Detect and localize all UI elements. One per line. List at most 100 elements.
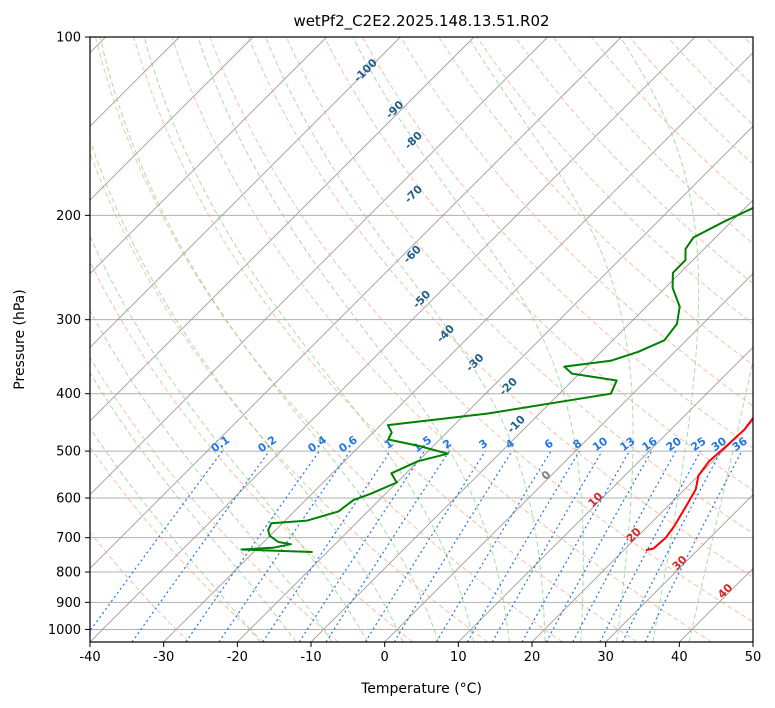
dry-adiabat-line — [285, 37, 753, 535]
moist-adiabat-line — [90, 371, 297, 642]
mixing-ratio-line — [466, 450, 580, 642]
dry-adiabat-line — [247, 37, 753, 578]
dry-adiabat-line — [90, 151, 488, 642]
y-tick-label: 700 — [56, 531, 81, 546]
moist-adiabat-line — [265, 37, 546, 642]
mixing-ratio-line — [572, 450, 677, 642]
dry-adiabat-line — [362, 37, 753, 449]
isotherm-line — [90, 37, 696, 642]
dry-adiabat-line — [90, 260, 414, 642]
mixing-ratio-line — [298, 450, 425, 642]
mixing-ratio-line — [325, 450, 450, 642]
x-tick-label: 0 — [381, 650, 389, 665]
x-tick-label: -20 — [227, 650, 248, 665]
dewpoint-profile-line — [240, 206, 753, 553]
mixing-ratio-line — [599, 450, 702, 642]
y-tick-label: 200 — [56, 209, 81, 224]
dry-adiabat-line — [171, 37, 712, 642]
moist-adiabat-line — [352, 37, 584, 642]
mixing-ratio-line — [90, 450, 223, 632]
mixing-ratio-label: 0.2 — [256, 433, 279, 455]
moist-adiabat-line — [143, 37, 475, 642]
isotherm-line — [237, 125, 753, 642]
mixing-ratio-line — [545, 450, 653, 642]
isotherm-line — [531, 420, 753, 642]
mixing-ratio-line — [185, 450, 320, 642]
moist-adiabat-line — [90, 138, 404, 642]
dry-adiabat-line — [476, 37, 753, 325]
x-tick-label: -10 — [300, 650, 321, 665]
dry-adiabat-label: -60 — [401, 243, 424, 266]
mixing-ratio-label: 0.1 — [209, 433, 232, 455]
mixing-ratio-line — [393, 450, 513, 642]
mixing-ratio-line — [364, 450, 486, 642]
x-axis-ticks: -40 -30 -20 -10 0 10 20 30 40 50 — [79, 642, 761, 665]
mixing-ratio-label: 3 — [477, 437, 491, 452]
y-tick-label: 900 — [56, 596, 81, 611]
isotherm-line — [90, 37, 401, 348]
dry-adiabat-line — [705, 37, 753, 87]
dry-adiabat-label: 20 — [624, 525, 644, 545]
mixing-ratio-line — [131, 450, 270, 642]
temperature-profile-line — [645, 416, 753, 552]
isotherm-line — [90, 37, 548, 496]
mixing-ratio-labels: 0.1 0.2 0.4 0.6 1 1.5 2 3 4 6 8 10 13 16 20 25 30 36 — [209, 433, 750, 455]
dry-adiabat-line — [514, 37, 753, 285]
plot-frame — [89, 36, 754, 643]
y-tick-label: 1000 — [48, 623, 81, 638]
y-tick-label: 800 — [56, 566, 81, 581]
moist-adiabat-line — [90, 309, 333, 642]
x-tick-label: 50 — [745, 650, 762, 665]
moist-adiabat-line — [90, 427, 261, 642]
dry-adiabat-label: -50 — [410, 288, 433, 311]
moist-adiabat-line — [619, 37, 700, 642]
y-axis-ticks: 100 200 300 400 500 600 700 800 900 1000 — [48, 31, 90, 638]
x-tick-label: 40 — [671, 650, 688, 665]
dry-adiabat-line — [90, 356, 339, 642]
mixing-ratio-line — [491, 450, 603, 642]
dry-adiabat-label: -30 — [463, 351, 486, 374]
y-tick-label: 400 — [56, 387, 81, 402]
isotherm-line — [90, 37, 254, 201]
background-lines — [90, 37, 753, 642]
moist-adiabat-line — [99, 37, 439, 642]
y-tick-label: 300 — [56, 313, 81, 328]
dry-adiabat-line — [400, 37, 753, 407]
dry-adiabat-line — [438, 37, 753, 366]
mixing-ratio-line — [435, 450, 552, 642]
x-tick-label: 10 — [450, 650, 467, 665]
isotherm-line — [90, 37, 475, 422]
mixing-ratio-line — [218, 450, 351, 642]
dry-adiabat-line — [667, 37, 753, 126]
mixing-ratio-label: 0.4 — [306, 433, 330, 455]
dry-adiabat-label: -70 — [402, 182, 425, 205]
dry-adiabat-label: -10 — [505, 412, 528, 435]
dry-adiabat-label: 30 — [670, 553, 690, 573]
x-tick-label: 20 — [524, 650, 541, 665]
dry-adiabat-line — [323, 37, 753, 491]
isotherm-line — [90, 37, 622, 569]
dry-adiabat-label: -20 — [497, 375, 520, 398]
profiles — [240, 206, 753, 553]
mixing-ratio-line — [521, 450, 631, 642]
moist-adiabat-line — [688, 358, 753, 642]
y-tick-label: 500 — [56, 445, 81, 460]
dry-adiabat-label: 40 — [715, 581, 735, 601]
mixing-ratio-label: 6 — [542, 437, 556, 452]
dry-adiabat-label: -90 — [383, 98, 406, 121]
mixing-ratio-label: 4 — [503, 436, 517, 451]
x-axis-label: Temperature (°C) — [360, 681, 482, 697]
x-tick-label: 30 — [597, 650, 614, 665]
dry-adiabat-line — [90, 531, 190, 642]
y-axis-label: Pressure (hPa) — [12, 289, 28, 389]
y-tick-label: 100 — [56, 31, 81, 46]
dry-adiabat-line — [743, 37, 753, 47]
mixing-ratio-label: 2 — [440, 437, 454, 452]
moist-adiabat-line — [467, 37, 634, 642]
dry-adiabat-label: -40 — [434, 322, 457, 345]
mixing-ratio-line — [644, 450, 743, 642]
moist-adiabat-line — [90, 235, 369, 642]
dry-adiabat-line — [95, 37, 563, 642]
isotherm-line — [605, 494, 753, 642]
